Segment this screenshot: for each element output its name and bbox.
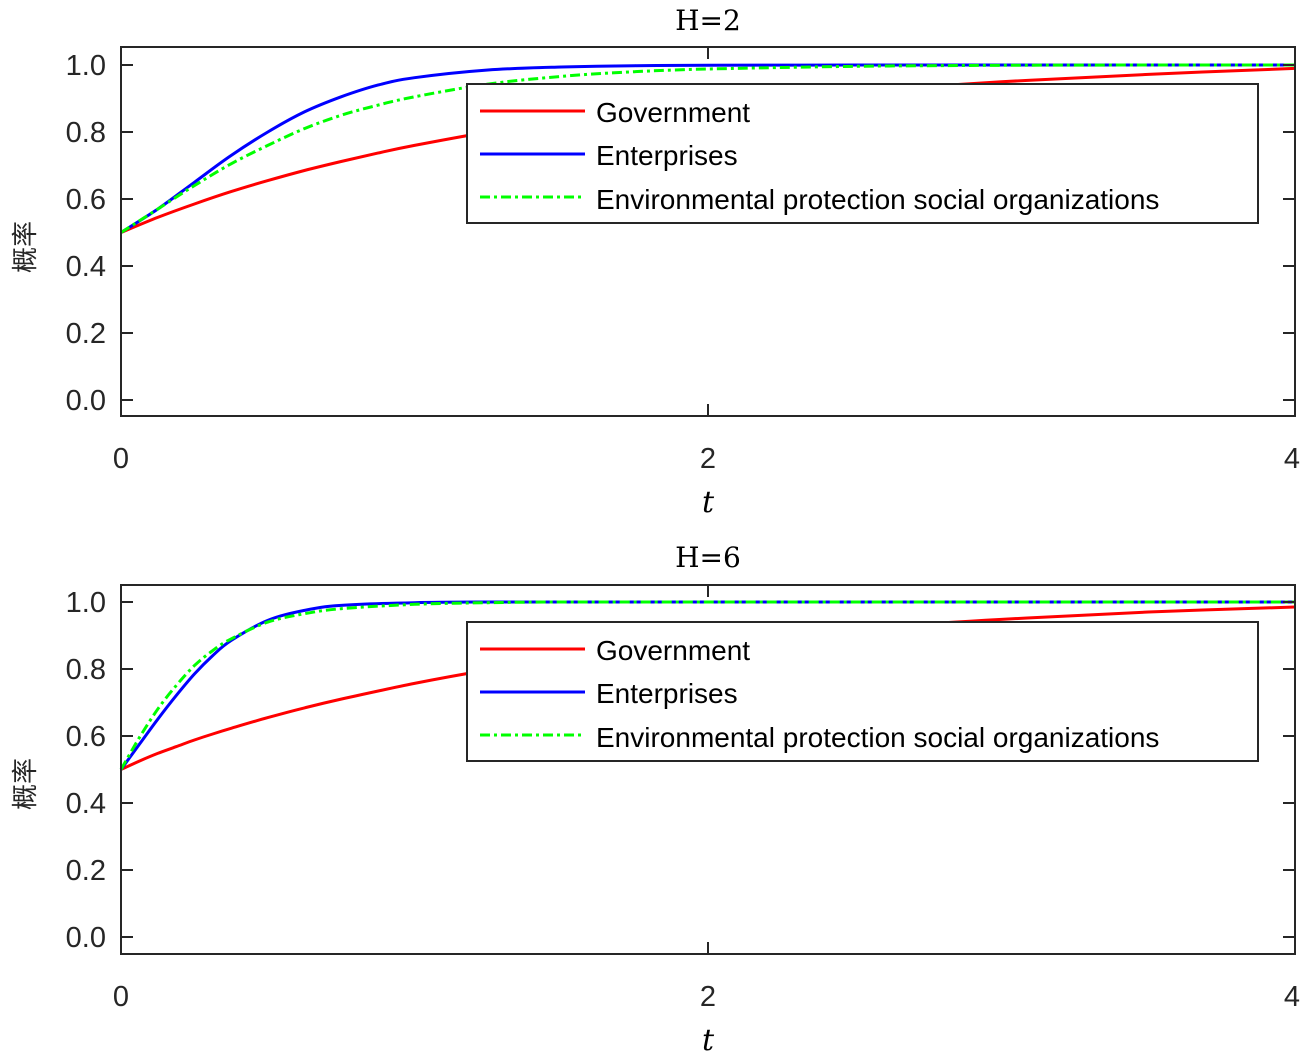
x-tick-label: 0 (113, 443, 129, 475)
legend: Government Enterprises Environmental pro… (466, 621, 1259, 762)
y-tick-label: 1.0 (66, 587, 106, 619)
y-tick-label: 0.0 (66, 385, 106, 417)
x-tick-label: 2 (700, 981, 716, 1013)
series-line-government (120, 605, 1296, 771)
y-tick-label: 0.4 (66, 788, 106, 820)
y-tick-label: 0.8 (66, 654, 106, 686)
legend-box (466, 83, 1259, 224)
y-axis-label: 概率 (11, 758, 41, 810)
y-tick-labels: 0.0 0.2 0.4 0.6 0.8 1.0 (66, 50, 106, 417)
plot-area (119, 600, 1296, 771)
y-tick-label: 0.2 (66, 318, 106, 350)
legend-label-government: Government (596, 635, 750, 666)
y-ticks (121, 64, 1295, 401)
legend: Government Enterprises Environmental pro… (466, 83, 1259, 224)
subplot-title: H=2 (675, 4, 741, 37)
x-axis-label: t (702, 485, 715, 520)
x-axis-label: t (702, 1023, 715, 1055)
legend-label-environmental: Environmental protection social organiza… (596, 184, 1159, 215)
x-tick-label: 0 (113, 981, 129, 1013)
legend-label-enterprises: Enterprises (596, 140, 738, 171)
y-axis-label: 概率 (11, 221, 41, 273)
legend-box (466, 621, 1259, 762)
x-tick-labels: 0 2 4 (113, 981, 1300, 1013)
y-tick-label: 0.0 (66, 922, 106, 954)
y-tick-label: 1.0 (66, 50, 106, 82)
subplot-h2: H=2 0.0 0.2 0.4 0.6 0.8 1.0 0 2 4 t (11, 4, 1300, 520)
series-line-enterprises (120, 63, 1295, 234)
legend-label-environmental: Environmental protection social organiza… (596, 722, 1159, 753)
x-tick-labels: 0 2 4 (113, 443, 1300, 475)
y-tick-label: 0.8 (66, 117, 106, 149)
y-tick-labels: 0.0 0.2 0.4 0.6 0.8 1.0 (66, 587, 106, 954)
y-tick-label: 0.6 (66, 721, 106, 753)
y-ticks (121, 601, 1295, 938)
y-tick-label: 0.6 (66, 184, 106, 216)
x-tick-label: 4 (1284, 981, 1300, 1013)
subplot-h6: H=6 0.0 0.2 0.4 0.6 0.8 1.0 0 2 4 t (11, 541, 1300, 1055)
legend-label-enterprises: Enterprises (596, 678, 738, 709)
series-line-environmental (119, 600, 1295, 771)
subplot-title: H=6 (675, 541, 741, 574)
legend-label-government: Government (596, 97, 750, 128)
x-tick-label: 4 (1284, 443, 1300, 475)
x-tick-label: 2 (700, 443, 716, 475)
y-tick-label: 0.2 (66, 855, 106, 887)
y-tick-label: 0.4 (66, 251, 106, 283)
